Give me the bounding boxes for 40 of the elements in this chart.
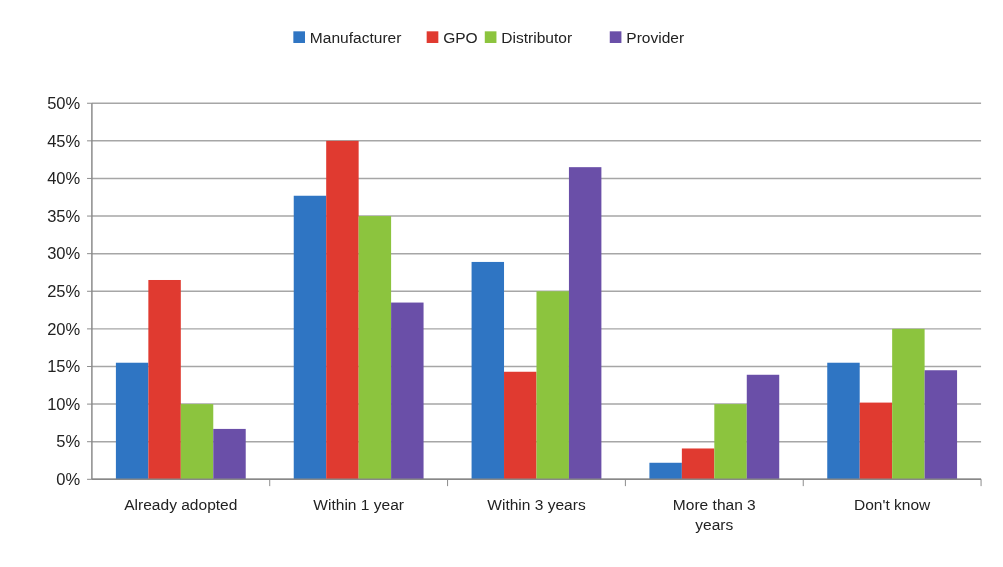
- x-tick-label: Don't know: [853, 496, 932, 514]
- bar: [504, 371, 537, 480]
- bar: [827, 362, 860, 480]
- y-tick-label: 0%: [56, 470, 81, 490]
- y-tick-label: 45%: [47, 131, 81, 151]
- bar: [714, 404, 747, 480]
- bar: [649, 462, 682, 480]
- y-tick-label: 40%: [47, 169, 81, 189]
- bar: [293, 195, 327, 480]
- y-tick-label: 15%: [47, 357, 81, 377]
- bar: [681, 448, 715, 480]
- bar: [536, 291, 569, 480]
- bar: [391, 302, 424, 480]
- bar: [859, 402, 893, 480]
- legend-label: Manufacturer: [309, 28, 402, 46]
- y-tick-label: 5%: [56, 432, 81, 452]
- x-tick-label: More than 3 years: [672, 496, 756, 533]
- bar: [358, 216, 392, 480]
- x-tick-label: Already adopted: [124, 496, 238, 514]
- y-tick-label: 50%: [47, 94, 81, 114]
- bar: [568, 167, 602, 480]
- legend-label: Provider: [626, 28, 685, 46]
- bar: [924, 370, 958, 480]
- y-tick-label: 10%: [47, 394, 81, 414]
- legend-label: GPO: [443, 28, 478, 46]
- bar: [180, 404, 214, 480]
- y-tick-label: 20%: [47, 319, 81, 339]
- bar: [892, 328, 925, 480]
- bar: [326, 140, 359, 480]
- bar: [148, 279, 181, 480]
- bar: [115, 362, 149, 480]
- x-tick-label: Within 3 years: [487, 496, 586, 514]
- bar: [746, 374, 780, 480]
- legend-label: Distributor: [501, 28, 573, 46]
- y-tick-label: 35%: [47, 206, 81, 226]
- bar: [471, 261, 505, 480]
- x-tick-label: Within 1 year: [313, 496, 404, 514]
- y-tick-label: 25%: [47, 282, 81, 302]
- y-tick-label: 30%: [47, 244, 81, 264]
- bar: [213, 428, 246, 480]
